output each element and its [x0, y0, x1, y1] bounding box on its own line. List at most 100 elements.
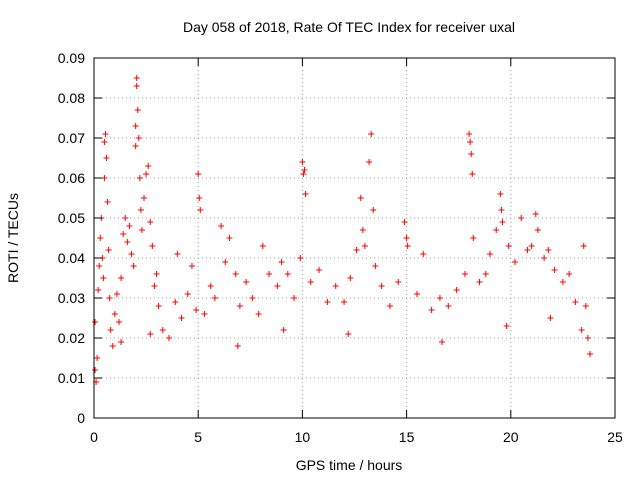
data-point [106, 295, 113, 301]
data-point [94, 355, 101, 361]
data-point [143, 171, 150, 177]
data-point [466, 131, 473, 137]
data-point [188, 263, 195, 269]
data-point [118, 275, 125, 281]
data-point [174, 251, 181, 257]
data-point [524, 247, 531, 253]
data-point [195, 171, 202, 177]
data-point [341, 299, 348, 305]
data-point [386, 303, 393, 309]
data-point [586, 351, 593, 357]
data-point [92, 319, 99, 325]
data-point [307, 279, 314, 285]
data-point [301, 167, 308, 173]
data-point [499, 219, 506, 225]
data-point [166, 335, 173, 341]
data-point [136, 175, 143, 181]
data-point [428, 307, 435, 313]
y-tick-label: 0 [77, 410, 85, 426]
data-point [297, 255, 304, 261]
data-point [196, 195, 203, 201]
chart-title: Day 058 of 2018, Rate Of TEC Index for r… [183, 19, 515, 35]
y-tick-label: 0.02 [58, 330, 85, 346]
data-point [105, 247, 112, 253]
data-point [107, 327, 114, 333]
data-point [470, 235, 477, 241]
data-point [193, 307, 200, 313]
data-point [96, 263, 103, 269]
data-point [580, 243, 587, 249]
data-point [436, 295, 443, 301]
data-point [138, 227, 145, 233]
data-point [124, 239, 131, 245]
data-point [498, 207, 505, 213]
x-tick-label: 20 [503, 429, 519, 445]
data-point [547, 315, 554, 321]
y-axis-label: ROTI / TECUs [5, 193, 21, 283]
data-point [118, 339, 125, 345]
data-point [316, 267, 323, 273]
data-point [345, 331, 352, 337]
data-point [102, 131, 109, 137]
y-tick-label: 0.06 [58, 170, 85, 186]
data-point [101, 175, 108, 181]
data-point [366, 159, 373, 165]
data-point [372, 263, 379, 269]
data-point [232, 271, 239, 277]
data-point [120, 231, 127, 237]
data-point [453, 287, 460, 293]
data-point [541, 255, 548, 261]
data-point [128, 251, 135, 257]
data-point [151, 283, 158, 289]
data-point [159, 327, 166, 333]
data-point [482, 271, 489, 277]
data-point [476, 279, 483, 285]
data-point [226, 235, 233, 241]
data-point [378, 283, 385, 289]
data-point [353, 247, 360, 253]
x-tick-label: 15 [399, 429, 415, 445]
data-point [299, 159, 306, 165]
data-point [300, 171, 307, 177]
data-point [147, 331, 154, 337]
data-point [278, 259, 285, 265]
data-point [255, 311, 262, 317]
data-point [155, 303, 162, 309]
data-point [259, 243, 266, 249]
data-point [101, 139, 108, 145]
data-point [266, 271, 273, 277]
data-point [368, 131, 375, 137]
data-point [532, 211, 539, 217]
data-point [92, 367, 99, 373]
data-point [147, 219, 154, 225]
data-point [468, 151, 475, 157]
data-point [280, 327, 287, 333]
y-tick-label: 0.08 [58, 90, 85, 106]
y-tick-label: 0.09 [58, 50, 85, 66]
data-point [172, 299, 179, 305]
data-point [222, 259, 229, 265]
data-point [249, 295, 256, 301]
data-point [414, 291, 421, 297]
data-point [578, 327, 585, 333]
data-point [534, 227, 541, 233]
data-point [403, 235, 410, 241]
data-point [486, 251, 493, 257]
data-point [133, 75, 140, 81]
data-point [566, 271, 573, 277]
data-point [274, 283, 281, 289]
data-point [511, 259, 518, 265]
data-point [291, 295, 298, 301]
data-point [469, 171, 476, 177]
data-point [234, 343, 241, 349]
x-tick-label: 5 [194, 429, 202, 445]
x-tick-label: 25 [607, 429, 623, 445]
data-point [401, 219, 408, 225]
data-point [493, 227, 500, 233]
data-point [197, 207, 204, 213]
data-point [178, 315, 185, 321]
data-point [113, 291, 120, 297]
data-point [359, 227, 366, 233]
data-point [497, 191, 504, 197]
